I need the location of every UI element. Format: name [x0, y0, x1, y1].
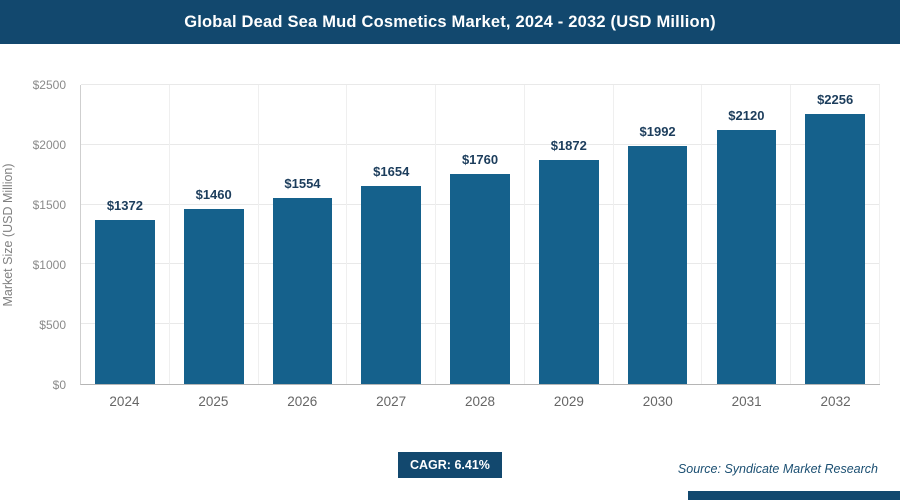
bar-value-label: $1872 — [550, 138, 587, 154]
y-tick-label: $0 — [52, 378, 66, 392]
x-tick-label-2031: 2031 — [731, 394, 762, 409]
y-tick-label: $2000 — [32, 138, 66, 152]
x-tick-label-2032: 2032 — [820, 394, 851, 409]
bar-2027 — [361, 186, 422, 384]
bar-column-2026: $1554 — [259, 85, 348, 384]
bar-column-2027: $1654 — [347, 85, 437, 384]
cagr-badge: CAGR: 6.41% — [398, 452, 502, 478]
bar-value-label: $2120 — [728, 108, 765, 124]
x-axis-labels: 2024 2025 2026 2027 2028 2029 2030 2031 2032 — [80, 394, 880, 409]
bar-column-2024: $1372 — [81, 85, 170, 384]
bar-value-label: $1654 — [373, 164, 410, 180]
chart-header-bar: Global Dead Sea Mud Cosmetics Market, 20… — [0, 0, 900, 44]
bar-2029 — [538, 160, 599, 384]
bar-value-label: $1760 — [461, 151, 499, 167]
y-tick-label: $1000 — [32, 258, 66, 272]
bar-2028 — [450, 173, 510, 384]
bar-column-2030: $1992 — [614, 85, 703, 384]
bar-2026 — [272, 198, 333, 384]
bar-2030 — [627, 145, 688, 384]
bar-value-label: $1372 — [106, 197, 143, 213]
bar-2025 — [183, 209, 244, 384]
x-tick-label-2024: 2024 — [109, 394, 140, 409]
y-tick-label: $2500 — [32, 78, 66, 92]
bar-2024 — [95, 219, 155, 384]
bar-column-2029: $1872 — [525, 85, 614, 384]
footer-accent-strip — [688, 491, 900, 500]
y-axis-ticks: $0 $500 $1000 $1500 $2000 $2500 — [0, 78, 74, 392]
bar-column-2028: $1760 — [436, 85, 525, 384]
bar-2031 — [716, 130, 777, 384]
bar-column-2032: $2256 — [791, 85, 881, 384]
bar-value-label: $1554 — [284, 176, 321, 192]
plot-area: $1372 $1460 $1554 $1654 $1760 $1872 $1992 $2120… — [80, 84, 881, 385]
bar-value-label: $1460 — [195, 187, 232, 203]
x-tick-label-2029: 2029 — [553, 394, 584, 409]
bar-2032 — [805, 114, 865, 384]
gridline — [81, 84, 880, 85]
x-tick-label-2030: 2030 — [642, 394, 673, 409]
chart-title: Global Dead Sea Mud Cosmetics Market, 20… — [184, 12, 716, 31]
bar-column-2025: $1460 — [170, 85, 259, 384]
bar-value-label: $1992 — [639, 123, 676, 139]
gridline — [81, 143, 880, 145]
bar-value-label: $2256 — [817, 92, 854, 108]
y-tick-label: $1500 — [32, 198, 66, 212]
bar-column-2031: $2120 — [702, 85, 792, 384]
x-tick-label-2025: 2025 — [198, 394, 229, 409]
source-attribution: Source: Syndicate Market Research — [677, 462, 878, 476]
x-tick-label-2028: 2028 — [464, 394, 496, 409]
x-tick-label-2026: 2026 — [287, 394, 318, 409]
x-tick-label-2027: 2027 — [376, 394, 407, 409]
y-tick-label: $500 — [39, 318, 66, 332]
